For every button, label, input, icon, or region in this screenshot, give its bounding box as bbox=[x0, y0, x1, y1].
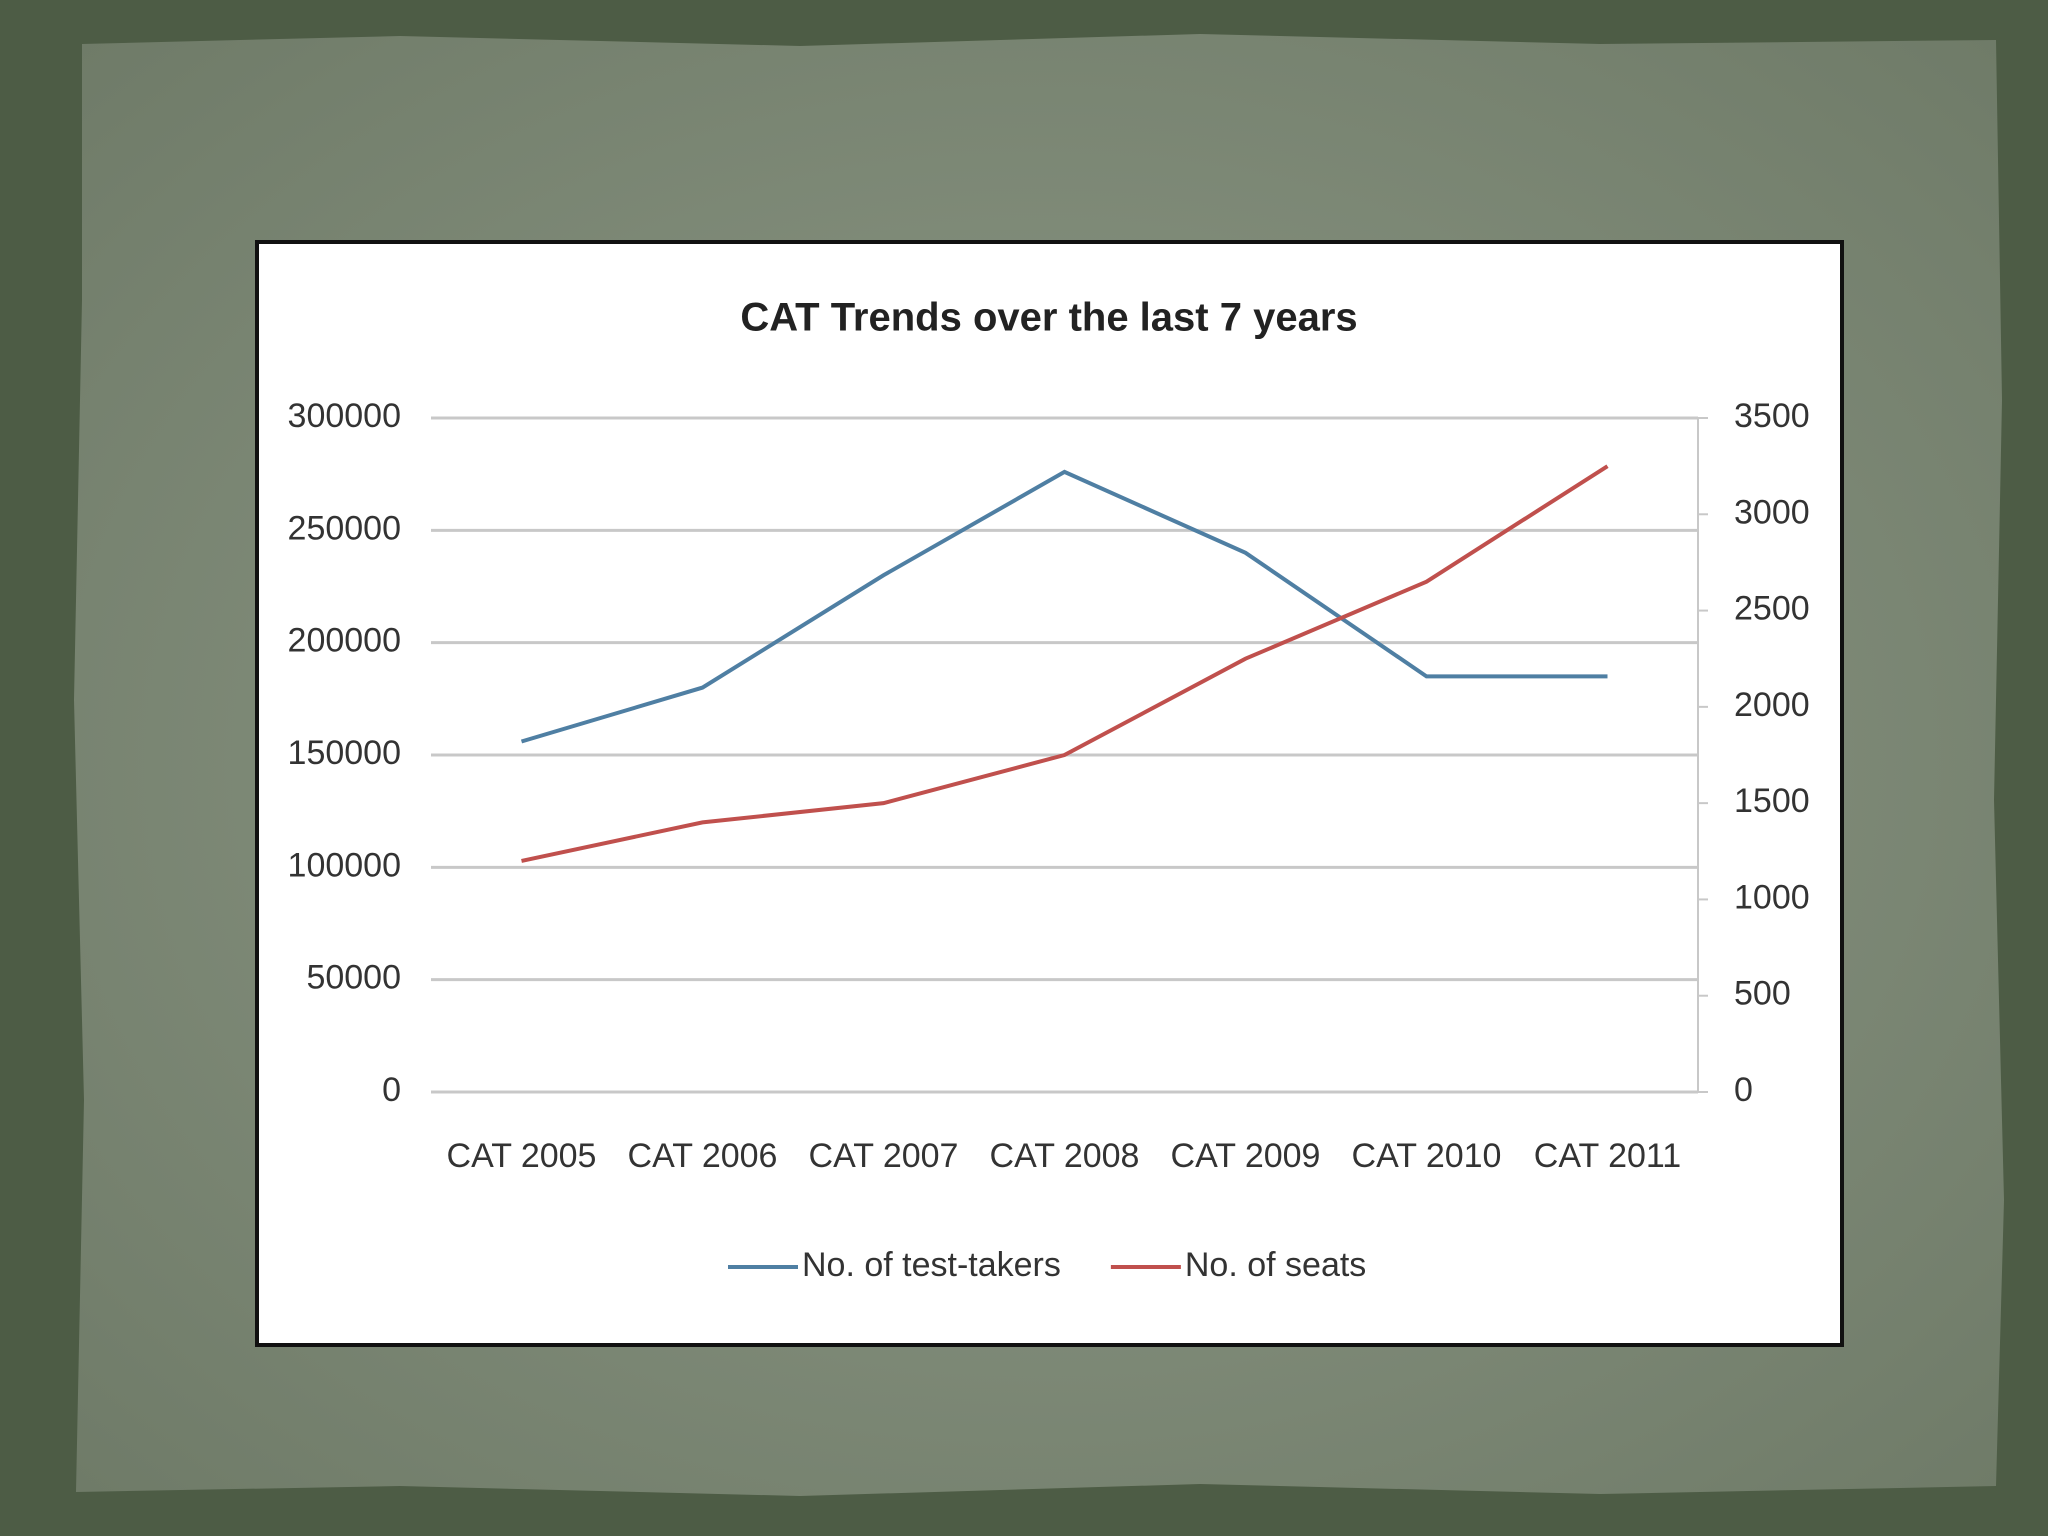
x-tick-label: CAT 2010 bbox=[1352, 1137, 1502, 1175]
x-tick-label: CAT 2005 bbox=[447, 1137, 597, 1175]
y2-tick-label: 2500 bbox=[1734, 590, 1810, 628]
y2-tick-label: 0 bbox=[1734, 1071, 1753, 1109]
y2-tick-label: 3500 bbox=[1734, 397, 1810, 435]
x-tick-label: CAT 2008 bbox=[990, 1137, 1140, 1175]
series-line bbox=[521, 464, 1609, 863]
y2-tick-label: 1500 bbox=[1734, 782, 1810, 820]
y-tick-label: 300000 bbox=[288, 397, 401, 435]
y-tick-label: 0 bbox=[382, 1071, 401, 1109]
legend-label: No. of test-takers bbox=[802, 1246, 1061, 1284]
x-tick-label: CAT 2009 bbox=[1171, 1137, 1321, 1175]
chart-title: CAT Trends over the last 7 years bbox=[740, 296, 1357, 340]
x-tick-label: CAT 2006 bbox=[628, 1137, 778, 1175]
y2-tick-label: 3000 bbox=[1734, 493, 1810, 531]
y-tick-label: 200000 bbox=[288, 622, 401, 660]
y2-tick-label: 500 bbox=[1734, 975, 1791, 1013]
series-line bbox=[520, 469, 1608, 744]
x-tick-label: CAT 2011 bbox=[1534, 1137, 1681, 1175]
y-tick-label: 100000 bbox=[288, 846, 401, 884]
y2-tick-label: 1000 bbox=[1734, 878, 1810, 916]
chart-box bbox=[255, 240, 1844, 1347]
y-tick-label: 50000 bbox=[306, 959, 401, 997]
y2-tick-label: 2000 bbox=[1734, 686, 1810, 724]
y-tick-label: 250000 bbox=[288, 509, 401, 547]
legend-label: No. of seats bbox=[1185, 1246, 1366, 1284]
x-tick-label: CAT 2007 bbox=[809, 1137, 959, 1175]
y-tick-label: 150000 bbox=[288, 734, 401, 772]
